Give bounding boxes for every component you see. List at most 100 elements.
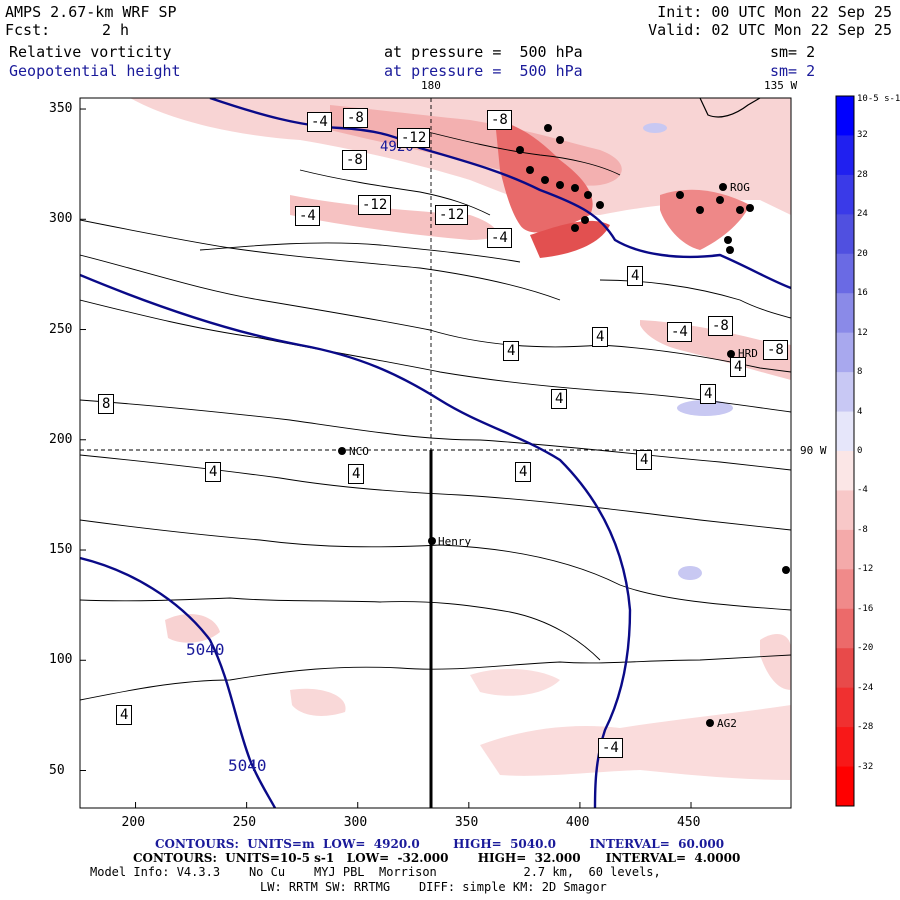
- lon-135w-label: 135 W: [764, 79, 798, 92]
- vorticity-band-middle: [290, 195, 497, 240]
- vorticity-contour-label: 4: [627, 266, 644, 286]
- colorbar-segment: [836, 529, 854, 570]
- colorbar-segment: [836, 648, 854, 689]
- field1-name: Relative vorticity: [9, 43, 172, 61]
- colorbar: [835, 95, 855, 807]
- forecast-hours: 2 h: [102, 21, 130, 39]
- vorticity-sw-patch-2: [290, 688, 346, 716]
- vorticity-contour-label: -8: [487, 110, 512, 130]
- colorbar-segment: [836, 372, 854, 413]
- station-henry-marker: [428, 537, 436, 545]
- footer-model-info: Model Info: V4.3.3 No Cu MYJ PBL Morriso…: [90, 865, 661, 879]
- y-tick-label: 100: [49, 652, 73, 668]
- vorticity-east-patch: [760, 634, 791, 690]
- colorbar-segment: [836, 96, 854, 136]
- y-tick-label: 250: [49, 321, 73, 337]
- vorticity-contour-label: -12: [358, 195, 392, 215]
- colorbar-segment: [836, 727, 854, 768]
- colorbar-tick-label: -32: [857, 761, 874, 772]
- colorbar-tick-label: 12: [857, 327, 868, 338]
- height-contours: [80, 98, 791, 808]
- vorticity-contour-label: -4: [667, 322, 692, 342]
- vorticity-contours: [80, 129, 791, 701]
- station-nco-marker: [338, 447, 346, 455]
- colorbar-segment: [836, 451, 854, 491]
- station-hrd-marker: [727, 350, 735, 358]
- y-tick-label: 150: [49, 542, 73, 558]
- colorbar-segment: [836, 766, 854, 807]
- colorbar-tick-label: -28: [857, 722, 874, 733]
- y-tick-label: 200: [49, 431, 73, 447]
- colorbar-segment: [836, 332, 854, 373]
- station-east-marker: [782, 566, 790, 574]
- lat-90w-label: 90 W: [800, 444, 827, 457]
- colorbar-tick-label: 32: [857, 130, 868, 141]
- colorbar-tick-label: -20: [857, 643, 874, 654]
- colorbar-segment: [836, 411, 854, 452]
- station-rog-marker: [719, 183, 727, 191]
- height-label-5040-b: 5040: [228, 756, 267, 775]
- vorticity-contour-label: 4: [551, 389, 568, 409]
- vorticity-contour-label: 8: [98, 394, 115, 414]
- colorbar-tick-label: -24: [857, 682, 874, 693]
- forecast-label: Fcst:: [5, 21, 51, 39]
- colorbar-segment: [836, 174, 854, 215]
- positive-vorticity-spot-1: [677, 400, 733, 416]
- vorticity-mid-patch: [470, 668, 560, 696]
- vorticity-contour-label: -12: [397, 128, 431, 148]
- colorbar-segment: [836, 253, 854, 294]
- positive-vorticity-spot-3: [643, 123, 667, 133]
- positive-vorticity-spot-2: [678, 566, 702, 580]
- stations: [338, 183, 790, 727]
- station-henry-label: Henry: [438, 535, 472, 548]
- colorbar-tick-label: -16: [857, 603, 874, 614]
- field1-pressure: at pressure = 500 hPa: [384, 43, 583, 61]
- colorbar-segment: [836, 214, 854, 255]
- vorticity-contour-label: 4: [348, 464, 365, 484]
- lon-180-label: 180: [421, 79, 441, 92]
- y-tick-label: 50: [49, 762, 65, 778]
- footer-height-contours: CONTOURS: UNITS=m LOW= 4920.0 HIGH= 5040…: [155, 837, 725, 851]
- vorticity-contour-label: 4: [730, 357, 747, 377]
- vorticity-contour-label: -8: [342, 150, 367, 170]
- height-contour-4980: [209, 98, 791, 290]
- axis-ticks: [80, 108, 692, 808]
- footer-physics-info: LW: RRTM SW: RRTMG DIFF: simple KM: 2D S…: [260, 880, 607, 894]
- vorticity-contour-label: -12: [435, 205, 469, 225]
- y-tick-label: 300: [49, 211, 73, 227]
- valid-time: Valid: 02 UTC Mon 22 Sep 25: [648, 21, 892, 39]
- vorticity-contour-label: -4: [307, 112, 332, 132]
- colorbar-tick-label: -8: [857, 524, 868, 535]
- station-nco-label: NCO: [349, 445, 369, 458]
- colorbar-tick-label: 24: [857, 209, 868, 220]
- x-tick-label: 250: [232, 815, 257, 830]
- vorticity-field: [80, 98, 791, 808]
- coastline: [699, 98, 761, 118]
- x-tick-label: 300: [343, 815, 368, 830]
- model-title: AMPS 2.67-km WRF SP: [5, 3, 177, 21]
- colorbar-tick-label: 8: [857, 367, 863, 378]
- colorbar-tick-label: 20: [857, 248, 868, 259]
- vorticity-core-3: [660, 189, 750, 250]
- field2-pressure: at pressure = 500 hPa: [384, 62, 583, 80]
- colorbar-tick-label: 28: [857, 169, 868, 180]
- vorticity-contour-label: -4: [487, 228, 512, 248]
- height-label-5040-a: 5040: [186, 640, 225, 659]
- x-tick-label: 350: [454, 815, 479, 830]
- vorticity-contour-label: 4: [636, 450, 653, 470]
- vorticity-contour-label: 4: [592, 327, 609, 347]
- colorbar-segment: [836, 687, 854, 728]
- station-hrd-label: HRD: [738, 347, 758, 360]
- colorbar-segment: [836, 569, 854, 610]
- vorticity-contour-label: -8: [763, 340, 788, 360]
- vorticity-contour-label: -8: [343, 108, 368, 128]
- plot-frame: [79, 97, 792, 809]
- footer-vorticity-contours: CONTOURS: UNITS=10-5 s-1 LOW= -32.000 HI…: [133, 851, 741, 865]
- field2-name: Geopotential height: [9, 62, 181, 80]
- vorticity-core-2: [530, 220, 610, 258]
- vorticity-contour-label: -4: [295, 206, 320, 226]
- colorbar-tick-label: 4: [857, 406, 863, 417]
- colorbar-segment: [836, 608, 854, 649]
- height-contour-5040-north: [80, 273, 632, 808]
